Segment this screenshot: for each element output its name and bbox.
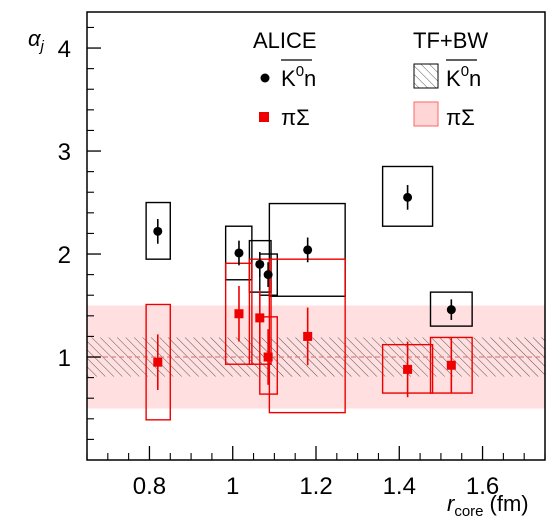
point-k0n-4 [303, 245, 313, 255]
legend-k0n-marker [260, 73, 270, 83]
legend-header-tfbw: TF+BW [413, 28, 488, 53]
x-axis-title: rcore (fm) [447, 491, 529, 520]
bands-layer [87, 305, 545, 409]
legend: ALICE TF+BW K0n πΣ K0n πΣ [253, 28, 488, 130]
sys-box-k0n-4 [268, 202, 346, 297]
legend-k0n-band-swatch [413, 63, 439, 89]
sys-box-pisigma-0 [145, 303, 171, 421]
x-tick-label: 1.2 [299, 473, 332, 500]
legend-pisigma-band-label: πΣ [446, 105, 475, 130]
point-pisigma-2 [255, 313, 265, 323]
points-layer [153, 185, 456, 398]
point-k0n-5 [403, 192, 413, 202]
legend-k0n-band-label: K0n [446, 63, 481, 91]
point-pisigma-0 [153, 357, 163, 367]
point-k0n-1 [234, 248, 244, 258]
point-k0n-3 [263, 270, 273, 280]
x-tick-label: 0.8 [133, 473, 166, 500]
legend-k0n-label: K0n [281, 63, 316, 91]
point-pisigma-3 [263, 352, 273, 362]
legend-pisigma-band-swatch [413, 101, 439, 127]
y-tick-label: 3 [58, 139, 71, 166]
y-tick-label: 2 [58, 242, 71, 269]
legend-pisigma-marker [259, 112, 269, 122]
point-pisigma-4 [303, 331, 313, 341]
y-tick-label: 4 [58, 36, 71, 63]
point-pisigma-1 [234, 309, 244, 319]
sys-box-k0n-1 [224, 225, 253, 281]
point-pisigma-6 [446, 360, 456, 370]
ticks-layer: 0.8 1 1.2 1.4 1.6 1 2 3 4 [58, 26, 546, 500]
point-k0n-2 [255, 259, 265, 269]
sys-box-k0n-0 [145, 201, 171, 260]
sys-box-k0n-6 [429, 291, 473, 327]
point-k0n-0 [153, 226, 163, 236]
legend-header-alice: ALICE [253, 28, 317, 53]
x-tick-label: 1.6 [466, 473, 499, 500]
systematic-boxes-layer [145, 165, 473, 421]
x-tick-label: 1.4 [383, 473, 416, 500]
legend-pisigma-label: πΣ [281, 105, 310, 130]
y-axis-title: αj [28, 26, 45, 55]
point-k0n-6 [446, 305, 456, 315]
y-tick-label: 1 [58, 345, 71, 372]
point-pisigma-5 [403, 364, 413, 374]
sys-box-k0n-5 [381, 165, 434, 227]
sys-box-pisigma-3 [259, 316, 278, 395]
x-tick-label: 1 [226, 473, 239, 500]
